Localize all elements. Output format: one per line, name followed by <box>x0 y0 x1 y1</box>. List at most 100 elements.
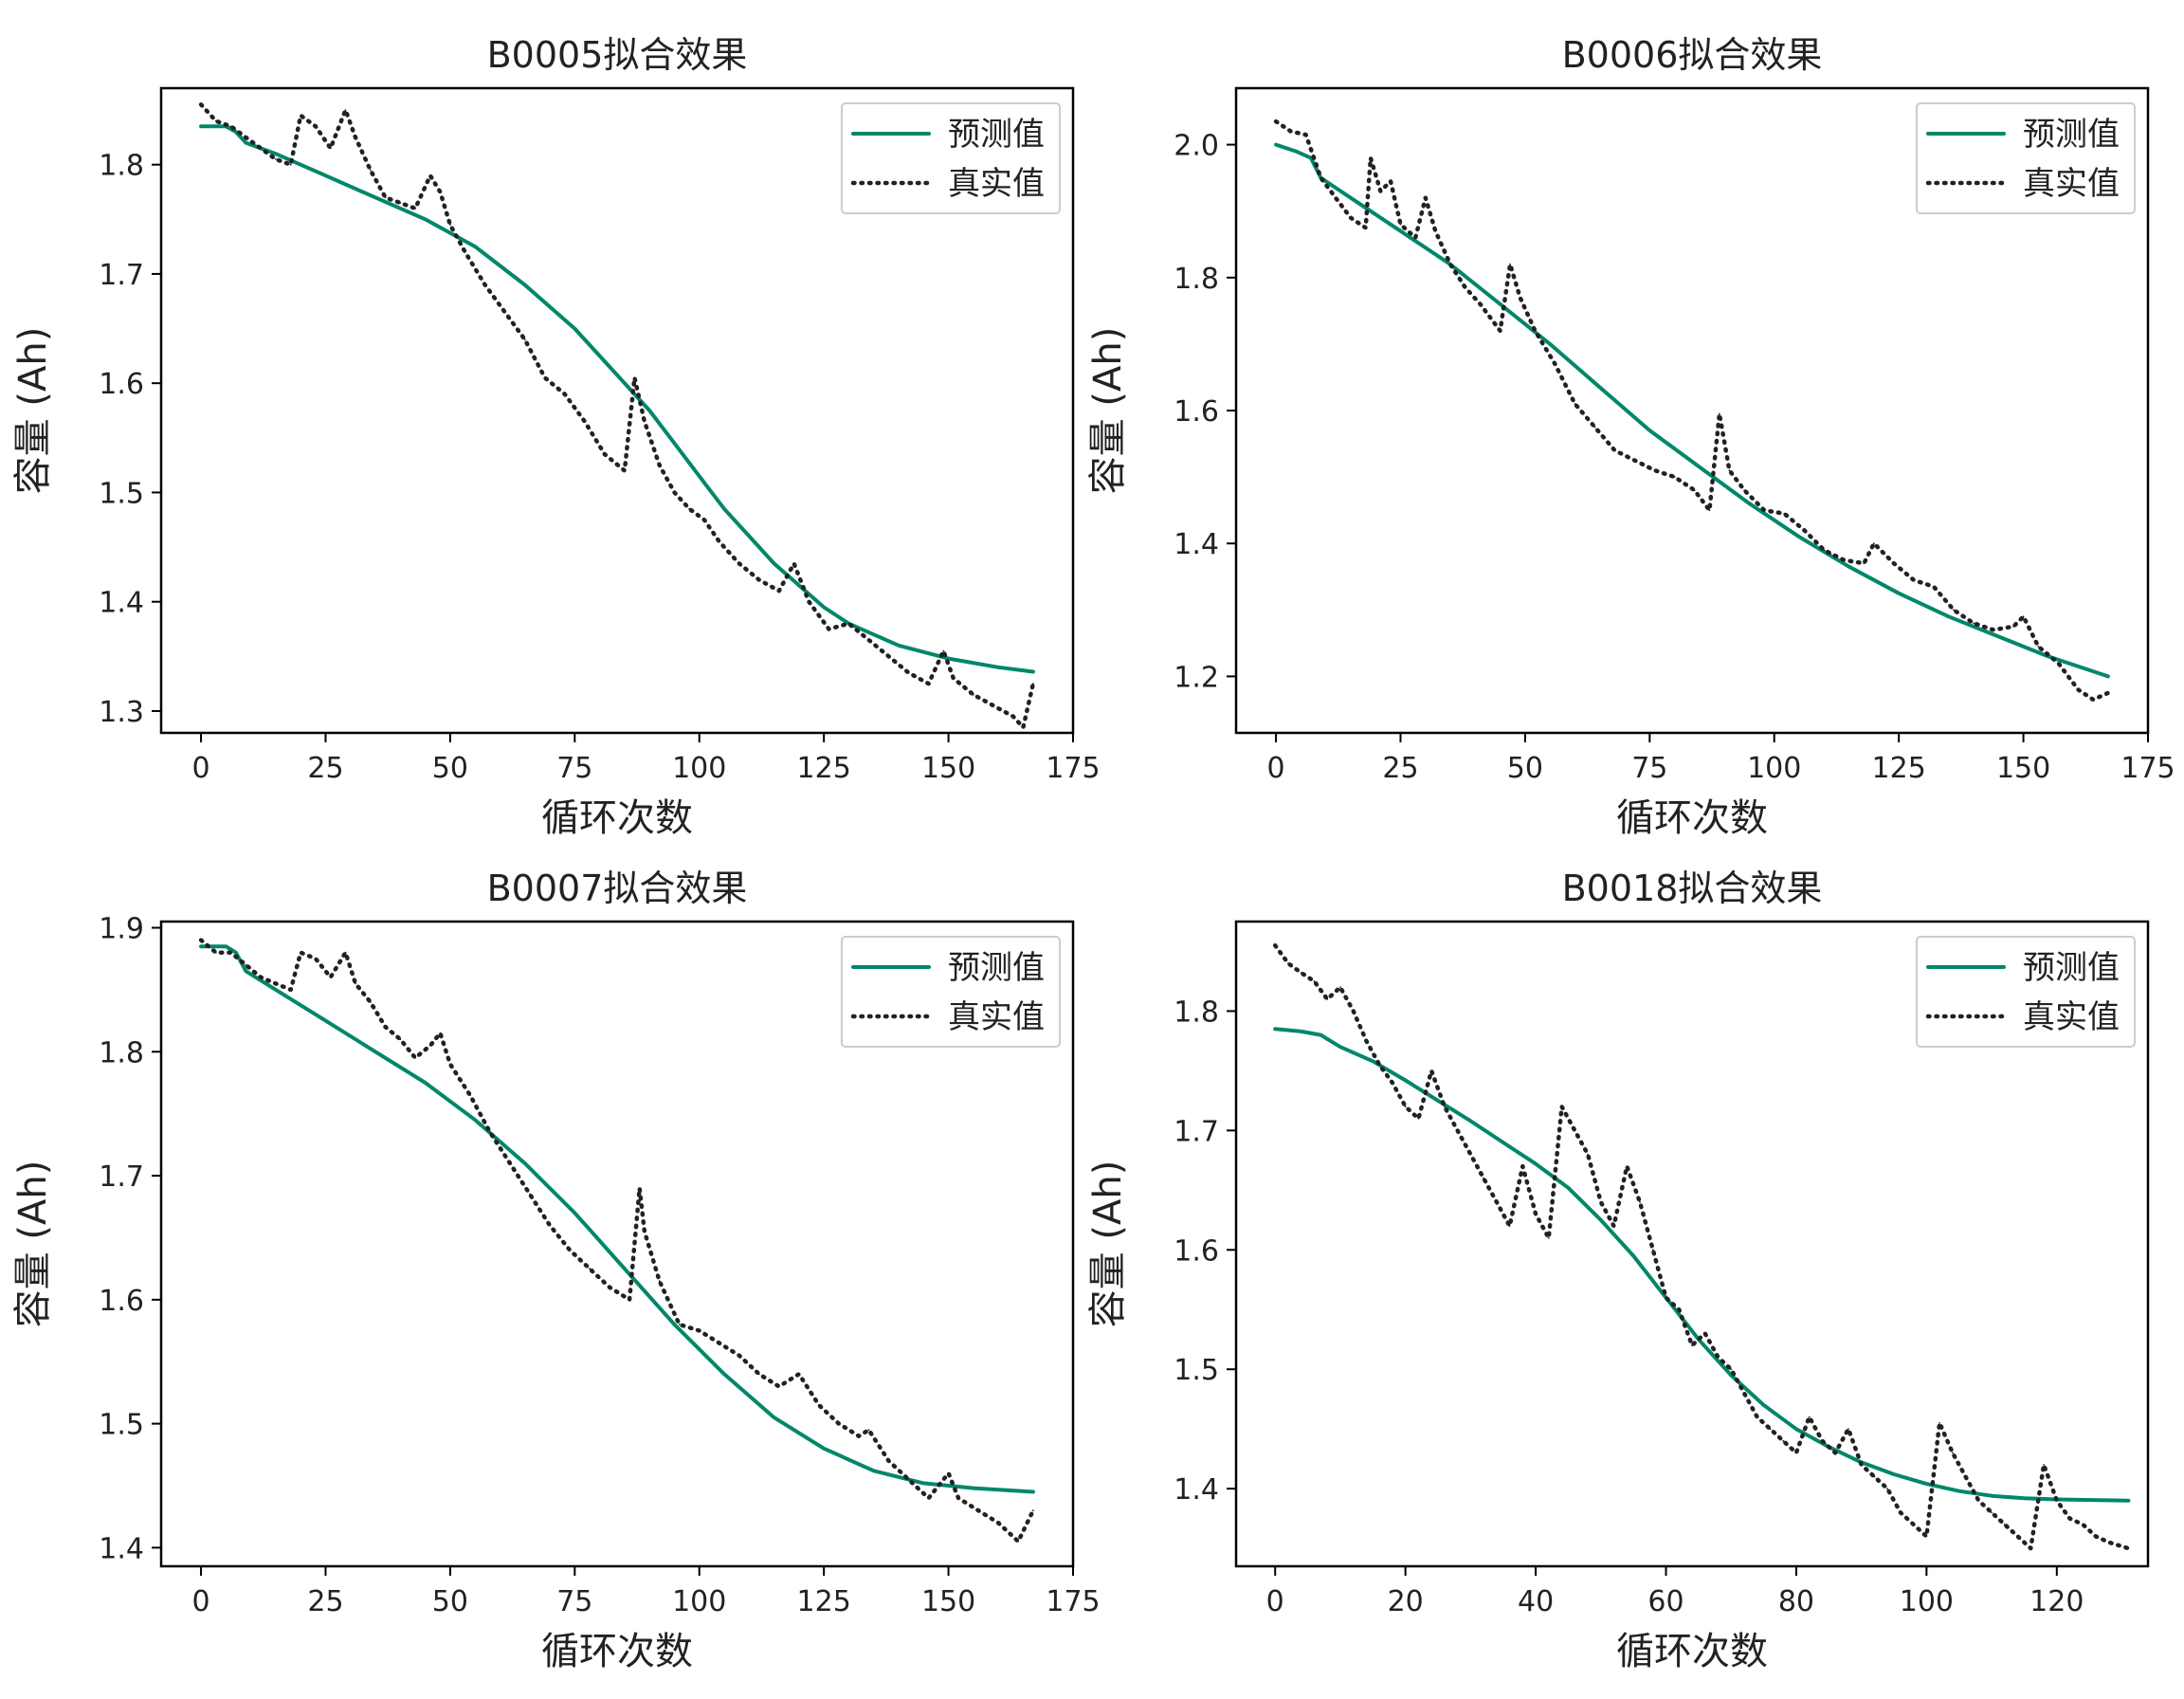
data-point <box>737 1354 740 1357</box>
data-point <box>748 535 751 538</box>
y-tick-label: 1.4 <box>99 1532 144 1565</box>
y-tick-label: 1.7 <box>99 259 144 292</box>
data-point <box>1587 1153 1589 1156</box>
data-point <box>2023 1497 2026 1500</box>
data-point <box>483 283 486 286</box>
y-tick-label: 1.3 <box>99 696 144 729</box>
data-point <box>1379 190 1382 192</box>
y-tick-label: 1.2 <box>1174 661 1219 694</box>
data-point <box>384 1026 387 1029</box>
y-axis-label: 容量 (Ah) <box>1086 1160 1130 1328</box>
data-point <box>1973 622 1975 625</box>
data-point <box>1612 1225 1615 1227</box>
data-point <box>2127 1499 2130 1502</box>
data-point <box>927 683 930 685</box>
x-tick-label: 125 <box>797 752 851 785</box>
data-point <box>973 1487 974 1489</box>
data-point <box>1938 1422 1940 1424</box>
data-point <box>628 1298 630 1301</box>
x-tick-label: 75 <box>1631 752 1667 785</box>
data-point <box>369 169 372 172</box>
series-line-predicted <box>1273 1027 2131 1503</box>
data-point <box>1320 1033 1322 1036</box>
data-point <box>1300 1031 1302 1032</box>
data-point <box>2082 1524 2084 1525</box>
data-point <box>644 1231 646 1233</box>
data-point <box>1900 1511 1902 1514</box>
data-point <box>2037 646 2040 648</box>
data-point <box>1496 1201 1498 1203</box>
data-point <box>1469 1153 1472 1156</box>
data-point <box>289 989 292 991</box>
data-point <box>1653 469 1656 471</box>
data-point <box>698 1329 701 1332</box>
data-point <box>1519 296 1521 299</box>
data-point <box>1310 156 1312 159</box>
data-point <box>1639 1201 1641 1203</box>
data-point <box>1991 1511 1993 1514</box>
data-point <box>952 677 955 680</box>
y-tick-label: 1.5 <box>1174 1354 1219 1387</box>
data-point <box>225 945 228 948</box>
data-point <box>644 420 646 423</box>
data-point <box>1693 489 1696 491</box>
series-line-actual <box>1273 119 2111 703</box>
data-point <box>260 147 262 150</box>
legend-label: 真实值 <box>2023 998 2120 1036</box>
data-point <box>503 311 506 314</box>
x-axis-label: 循环次数 <box>1616 796 1768 840</box>
data-point <box>1898 592 1901 594</box>
data-point <box>1547 1236 1550 1239</box>
data-point <box>300 114 302 117</box>
data-point <box>1997 635 2000 638</box>
data-point <box>1957 1489 1960 1492</box>
x-axis-label: 循环次数 <box>541 1630 693 1673</box>
data-point <box>214 951 217 954</box>
data-point <box>2003 1524 2006 1525</box>
data-point <box>1574 1129 1576 1132</box>
data-point <box>703 519 705 521</box>
data-point <box>1509 263 1511 265</box>
data-point <box>1673 476 1676 478</box>
data-point <box>1274 944 1277 947</box>
data-point <box>573 327 576 330</box>
data-point <box>1763 509 1766 512</box>
data-point <box>2022 615 2025 618</box>
data-point <box>1339 1046 1341 1049</box>
legend-label: 预测值 <box>2023 949 2120 987</box>
data-point <box>1798 536 1800 539</box>
data-point <box>723 1373 725 1376</box>
y-axis-label: 容量 (Ah) <box>11 1160 55 1328</box>
data-point <box>229 951 232 954</box>
data-point <box>867 1429 870 1432</box>
data-point <box>638 1187 641 1190</box>
data-point <box>275 158 277 160</box>
data-point <box>1977 1499 1980 1502</box>
data-point <box>773 562 775 565</box>
chart-panel-3: B0007拟合效果 0 25 50 75 100 125 150 175 1.4 1.5 1.6 1.7… <box>11 868 1101 1673</box>
data-point <box>1730 1374 1733 1377</box>
data-point <box>1350 216 1352 219</box>
data-point <box>688 507 691 510</box>
data-point <box>1449 263 1451 265</box>
data-point <box>1560 1105 1563 1108</box>
x-tick-label: 150 <box>921 752 975 785</box>
legend-box <box>1916 936 2136 1048</box>
data-point <box>922 1482 925 1485</box>
data-point <box>1743 1392 1745 1395</box>
data-point <box>1489 317 1491 319</box>
data-point <box>1728 469 1731 471</box>
data-point <box>523 1162 526 1164</box>
data-point <box>1404 1079 1407 1082</box>
data-point <box>947 657 950 660</box>
data-point <box>1289 130 1292 133</box>
data-point <box>374 196 376 199</box>
data-point <box>1295 150 1297 153</box>
data-point <box>344 109 347 111</box>
data-point <box>1783 512 1786 515</box>
data-point <box>1549 343 1552 345</box>
x-tick-label: 80 <box>1778 1585 1814 1618</box>
x-tick-label: 125 <box>797 1585 851 1618</box>
data-point <box>1925 1535 1928 1538</box>
